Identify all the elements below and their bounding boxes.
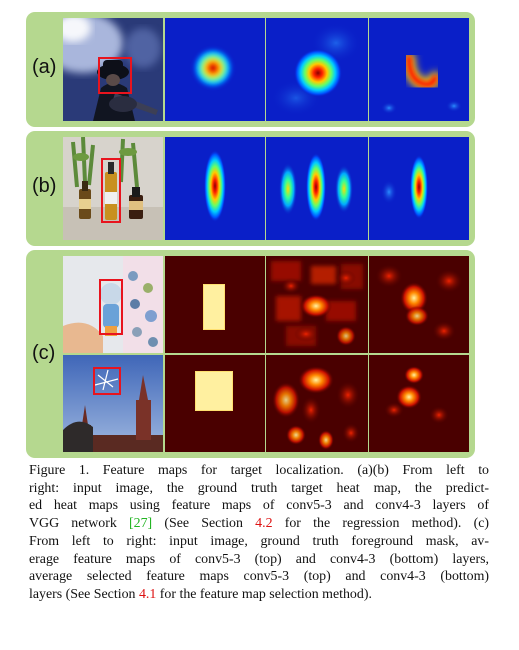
- caption-line-7: average selected feature maps conv5-3 (t…: [29, 569, 489, 585]
- ground-truth-heatmap-b: [165, 137, 265, 240]
- average-feature-map-conv5-3: [266, 256, 368, 353]
- caption-line-3: ed heat maps using feature maps of conv5…: [29, 498, 489, 514]
- input-image-a: [63, 18, 163, 121]
- caption-text: layers (See Section: [29, 586, 139, 602]
- panel-label-b: (b): [32, 175, 57, 197]
- figure-caption: Figure 1. Feature maps for target locali…: [29, 462, 489, 604]
- predicted-heatmap-conv5-3-a: [266, 18, 368, 121]
- caption-line-4: VGG network [27] (See Section 4.2 for th…: [29, 515, 489, 533]
- caption-line-6: erage feature maps of conv5-3 (top) and …: [29, 551, 489, 567]
- citation-link[interactable]: [27]: [129, 516, 153, 532]
- caption-text: for the feature map selection method).: [156, 586, 372, 602]
- input-image-c-bottom: [63, 355, 163, 452]
- selected-feature-map-conv4-3: [369, 355, 469, 452]
- caption-line-5: From left to right: input image, ground …: [29, 533, 489, 549]
- input-image-c-top: [63, 256, 163, 353]
- section-link[interactable]: 4.2: [255, 516, 273, 532]
- ground-truth-mask-c-bottom: [165, 355, 265, 452]
- panel-a: (a): [26, 12, 475, 127]
- input-image-b: [63, 137, 163, 240]
- panel-b: (b): [26, 131, 475, 246]
- average-feature-map-conv4-3: [266, 355, 368, 452]
- ground-truth-mask-c-top: [165, 256, 265, 353]
- section-link[interactable]: 4.1: [138, 586, 157, 602]
- selected-feature-map-conv5-3: [369, 256, 469, 353]
- caption-line-2: right: input image, the ground truth tar…: [29, 480, 489, 496]
- ground-truth-heatmap-a: [165, 18, 265, 121]
- panel-label-c: (c): [32, 342, 56, 364]
- panel-label-a: (a): [32, 56, 57, 78]
- caption-text: (See Section: [152, 516, 256, 532]
- caption-line-1: Figure 1. Feature maps for target locali…: [29, 463, 489, 478]
- predicted-heatmap-conv4-3-a: [369, 18, 469, 121]
- predicted-heatmap-conv4-3-b: [369, 137, 469, 240]
- caption-line-8: layers (See Section 4.1 for the feature …: [29, 586, 489, 604]
- caption-text: for the regression method). (c): [272, 516, 489, 532]
- predicted-heatmap-conv5-3-b: [266, 137, 368, 240]
- caption-text: VGG network: [29, 516, 130, 532]
- panel-c: (c): [26, 250, 475, 458]
